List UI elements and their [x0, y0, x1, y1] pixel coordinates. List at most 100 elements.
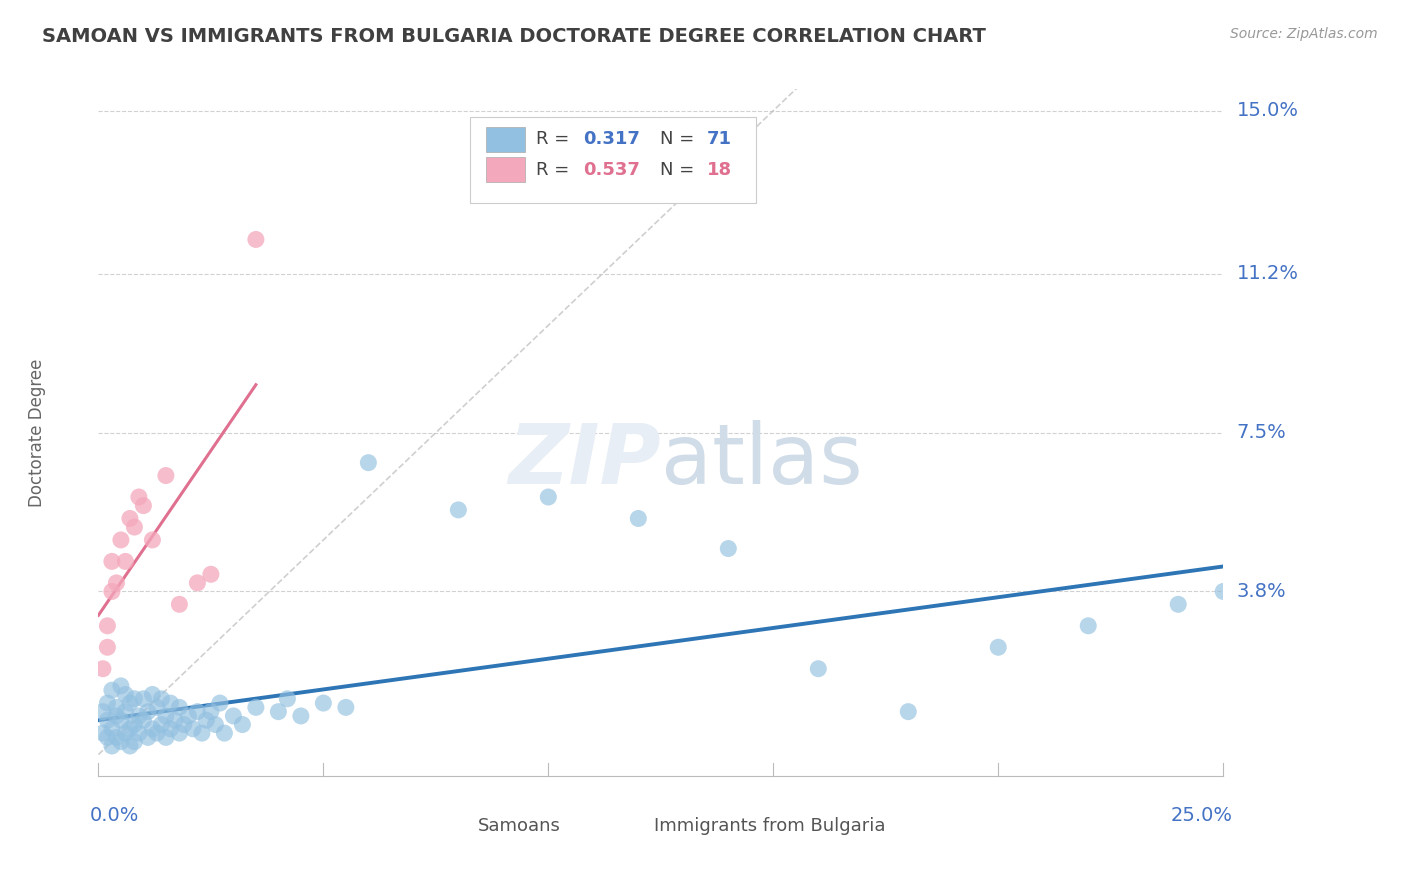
Samoans	[101, 722, 124, 736]
Samoans	[1167, 598, 1189, 612]
Samoans	[146, 700, 169, 714]
Text: R =: R =	[536, 161, 575, 178]
Text: 18: 18	[707, 161, 733, 178]
Samoans	[312, 696, 335, 710]
Samoans	[141, 722, 163, 736]
Immigrants from Bulgaria	[155, 468, 177, 483]
Samoans	[200, 705, 222, 719]
Text: N =: N =	[659, 130, 700, 148]
Samoans	[114, 705, 136, 719]
Samoans	[231, 717, 253, 731]
Immigrants from Bulgaria	[200, 567, 222, 582]
Samoans	[1212, 584, 1234, 599]
Text: R =: R =	[536, 130, 575, 148]
Text: 0.537: 0.537	[583, 161, 640, 178]
Samoans	[155, 709, 177, 723]
Samoans	[124, 735, 146, 749]
Immigrants from Bulgaria	[101, 584, 124, 599]
Samoans	[96, 713, 118, 727]
FancyBboxPatch shape	[486, 127, 524, 152]
Samoans	[177, 709, 200, 723]
FancyBboxPatch shape	[439, 814, 472, 838]
Samoans	[110, 713, 132, 727]
Samoans	[169, 700, 191, 714]
Samoans	[173, 717, 195, 731]
Samoans	[132, 713, 155, 727]
Immigrants from Bulgaria	[132, 499, 155, 513]
Text: 11.2%: 11.2%	[1237, 264, 1299, 284]
Samoans	[136, 731, 159, 745]
Samoans	[150, 691, 173, 706]
Immigrants from Bulgaria	[169, 598, 191, 612]
Immigrants from Bulgaria	[141, 533, 163, 547]
Text: ZIP: ZIP	[508, 419, 661, 500]
Samoans	[105, 700, 128, 714]
Samoans	[114, 726, 136, 740]
Text: atlas: atlas	[661, 419, 862, 500]
Samoans	[110, 735, 132, 749]
Immigrants from Bulgaria	[245, 232, 267, 246]
Samoans	[96, 731, 118, 745]
Samoans	[357, 456, 380, 470]
Text: N =: N =	[659, 161, 700, 178]
Samoans	[276, 691, 298, 706]
FancyBboxPatch shape	[616, 814, 648, 838]
Immigrants from Bulgaria	[128, 490, 150, 504]
Samoans	[159, 696, 181, 710]
Samoans	[150, 717, 173, 731]
Samoans	[335, 700, 357, 714]
Samoans	[159, 722, 181, 736]
Text: SAMOAN VS IMMIGRANTS FROM BULGARIA DOCTORATE DEGREE CORRELATION CHART: SAMOAN VS IMMIGRANTS FROM BULGARIA DOCTO…	[42, 27, 986, 45]
Samoans	[105, 709, 128, 723]
Samoans	[447, 503, 470, 517]
Samoans	[195, 713, 218, 727]
Immigrants from Bulgaria	[118, 511, 141, 525]
Immigrants from Bulgaria	[101, 554, 124, 568]
Samoans	[163, 713, 186, 727]
Text: Source: ZipAtlas.com: Source: ZipAtlas.com	[1230, 27, 1378, 41]
Samoans	[91, 705, 114, 719]
Immigrants from Bulgaria	[105, 575, 128, 590]
Text: Doctorate Degree: Doctorate Degree	[28, 359, 45, 507]
Samoans	[136, 705, 159, 719]
Text: 3.8%: 3.8%	[1237, 582, 1286, 601]
Samoans	[208, 696, 231, 710]
Text: 15.0%: 15.0%	[1237, 101, 1299, 120]
Samoans	[101, 683, 124, 698]
FancyBboxPatch shape	[470, 117, 756, 202]
Samoans	[169, 726, 191, 740]
Samoans	[290, 709, 312, 723]
Samoans	[987, 640, 1010, 655]
Samoans	[128, 726, 150, 740]
Text: 7.5%: 7.5%	[1237, 423, 1286, 442]
FancyBboxPatch shape	[486, 157, 524, 182]
Samoans	[1077, 619, 1099, 633]
Text: Samoans: Samoans	[478, 817, 561, 835]
Immigrants from Bulgaria	[114, 554, 136, 568]
Immigrants from Bulgaria	[110, 533, 132, 547]
Samoans	[222, 709, 245, 723]
Samoans	[717, 541, 740, 556]
Samoans	[124, 717, 146, 731]
Samoans	[124, 691, 146, 706]
Immigrants from Bulgaria	[96, 640, 118, 655]
Samoans	[181, 722, 204, 736]
Samoans	[267, 705, 290, 719]
Samoans	[245, 700, 267, 714]
Immigrants from Bulgaria	[96, 619, 118, 633]
Samoans	[114, 688, 136, 702]
Text: Immigrants from Bulgaria: Immigrants from Bulgaria	[654, 817, 886, 835]
Samoans	[128, 709, 150, 723]
Immigrants from Bulgaria	[124, 520, 146, 534]
Samoans	[110, 679, 132, 693]
Samoans	[132, 691, 155, 706]
Immigrants from Bulgaria	[186, 575, 208, 590]
Samoans	[141, 688, 163, 702]
Samoans	[191, 726, 214, 740]
Samoans	[105, 731, 128, 745]
Samoans	[897, 705, 920, 719]
Samoans	[118, 722, 141, 736]
Text: 0.0%: 0.0%	[90, 806, 139, 825]
Samoans	[186, 705, 208, 719]
Samoans	[204, 717, 226, 731]
